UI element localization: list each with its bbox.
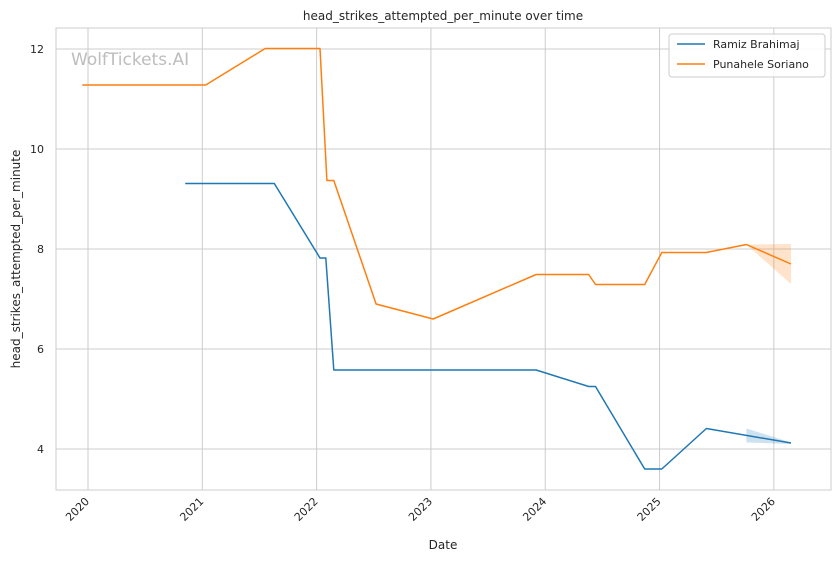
y-tick-label: 4 xyxy=(37,443,44,456)
series-1-confidence-band xyxy=(746,244,791,284)
y-tick-label: 6 xyxy=(37,343,44,356)
y-axis-label: head_strikes_attempted_per_minute xyxy=(9,150,23,369)
watermark: WolfTickets.AI xyxy=(71,50,189,70)
legend-box xyxy=(668,33,826,78)
y-tick-label: 12 xyxy=(30,43,44,56)
series-0-line xyxy=(185,182,792,470)
legend: Ramiz Brahimaj Punahele Soriano xyxy=(668,33,826,78)
y-tick-label: 10 xyxy=(30,143,44,156)
chart-title: head_strikes_attempted_per_minute over t… xyxy=(303,9,583,23)
x-axis-label: Date xyxy=(429,538,458,552)
series-lines xyxy=(82,47,792,470)
confidence-bands xyxy=(746,244,791,444)
series-1-line xyxy=(82,47,792,320)
y-tick-label: 8 xyxy=(37,243,44,256)
legend-label-punahele: Punahele Soriano xyxy=(713,58,809,71)
series-0-confidence-band xyxy=(746,428,791,444)
legend-label-ramiz: Ramiz Brahimaj xyxy=(713,38,800,51)
plot-frame xyxy=(55,27,832,491)
y-tick-labels: 4 6 8 10 12 xyxy=(30,43,44,456)
grid xyxy=(56,28,831,490)
